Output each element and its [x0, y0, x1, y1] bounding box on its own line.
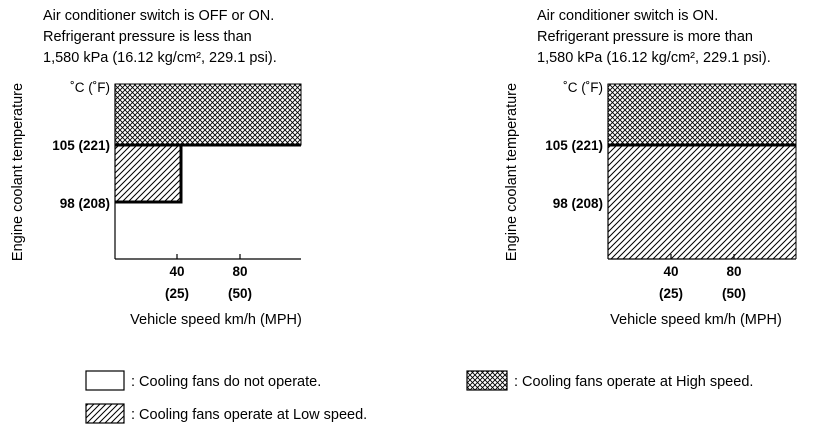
left-high-speed-region [115, 84, 301, 145]
right-condition-line-3: 1,580 kPa (16.12 kg/cm², 229.1 psi). [537, 50, 771, 66]
legend: : Cooling fans do not operate. : Cooling… [85, 370, 753, 424]
right-y-unit-label: ˚C (˚F) [563, 80, 603, 95]
right-x-tick-80: 80 [726, 264, 741, 279]
right-x-tick-25: (25) [659, 286, 683, 301]
left-x-tick-80: 80 [232, 264, 247, 279]
right-x-tick-50: (50) [722, 286, 746, 301]
right-high-speed-region [608, 84, 796, 145]
right-x-tick-40: 40 [663, 264, 678, 279]
left-panel: Air conditioner switch is OFF or ON. Ref… [10, 8, 302, 328]
legend-off-label: : Cooling fans do not operate. [131, 374, 321, 390]
legend-high-label: : Cooling fans operate at High speed. [514, 374, 753, 390]
legend-low-swatch [85, 403, 125, 424]
left-x-tick-50: (50) [228, 286, 252, 301]
left-x-tick-40: 40 [169, 264, 184, 279]
right-panel: Air conditioner switch is ON. Refrigeran… [504, 8, 797, 328]
right-condition-line-2: Refrigerant pressure is more than [537, 29, 753, 45]
left-y-tick-105: 105 (221) [52, 138, 110, 153]
right-low-speed-region [608, 145, 796, 259]
right-y-tick-105: 105 (221) [545, 138, 603, 153]
left-y-tick-98: 98 (208) [60, 196, 110, 211]
left-x-tick-25: (25) [165, 286, 189, 301]
left-condition-line-3: 1,580 kPa (16.12 kg/cm², 229.1 psi). [43, 50, 277, 66]
legend-low-label: : Cooling fans operate at Low speed. [131, 407, 367, 423]
right-y-axis-label: Engine coolant temperature [504, 83, 520, 261]
right-condition-line-1: Air conditioner switch is ON. [537, 8, 718, 24]
left-y-unit-label: ˚C (˚F) [70, 80, 110, 95]
right-x-axis-label: Vehicle speed km/h (MPH) [610, 312, 782, 328]
right-y-tick-98: 98 (208) [553, 196, 603, 211]
legend-high-swatch [466, 370, 508, 391]
left-y-axis-label: Engine coolant temperature [10, 83, 26, 261]
left-low-speed-region [115, 145, 181, 202]
legend-off-swatch [85, 370, 125, 391]
left-condition-line-1: Air conditioner switch is OFF or ON. [43, 8, 274, 24]
left-low-speed-boundary [115, 145, 183, 204]
left-condition-line-2: Refrigerant pressure is less than [43, 29, 252, 45]
left-x-axis-label: Vehicle speed km/h (MPH) [130, 312, 302, 328]
